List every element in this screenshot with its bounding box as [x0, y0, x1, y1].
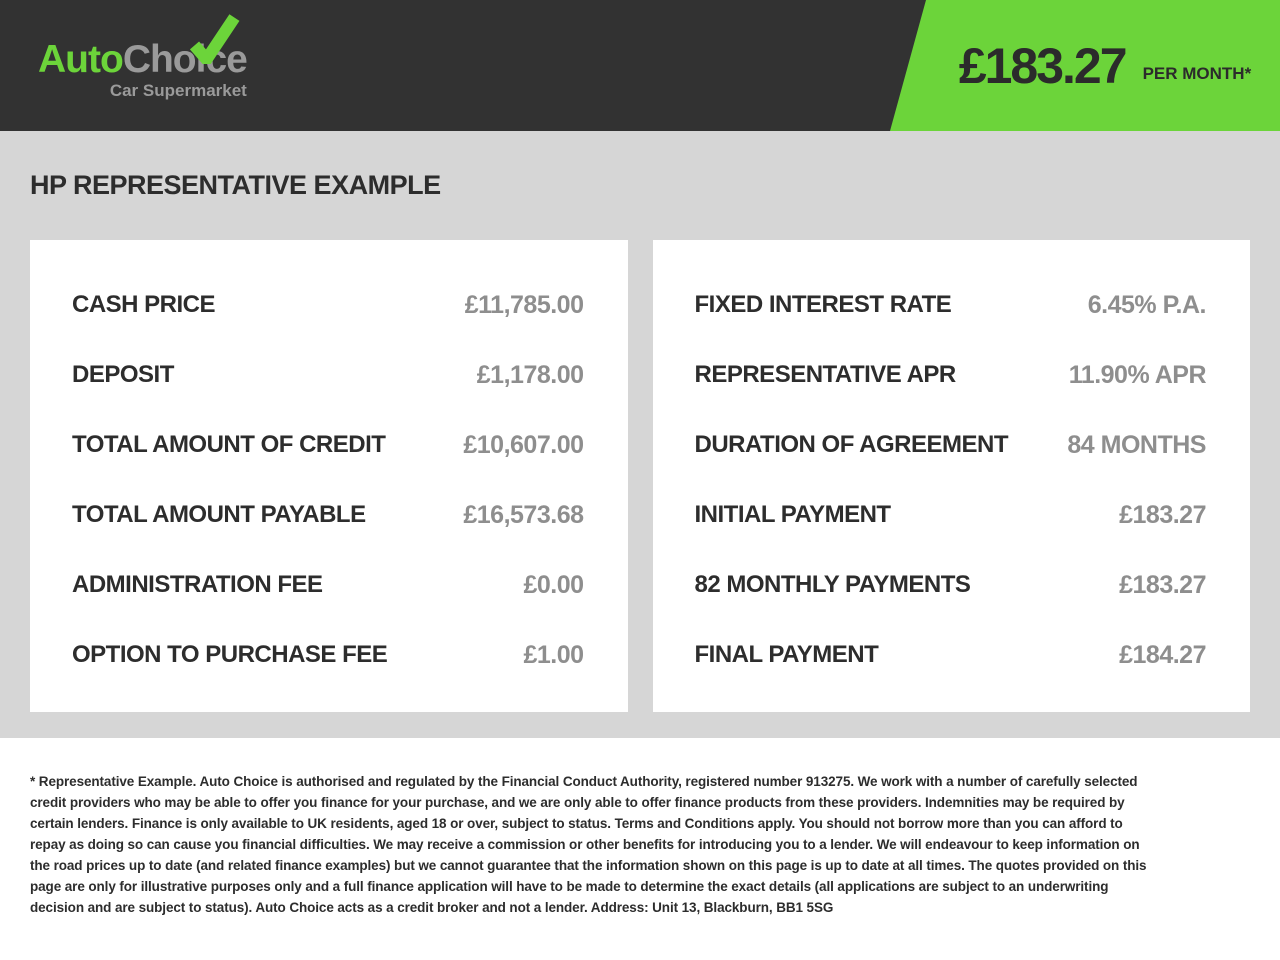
finance-row: INITIAL PAYMENT £183.27 [695, 480, 1207, 550]
finance-value: £10,607.00 [463, 430, 584, 459]
finance-value: £183.27 [1119, 570, 1206, 599]
finance-value: £184.27 [1119, 640, 1206, 669]
site-header: AutoChoice Car Supermarket £183.27 PER M… [0, 0, 1280, 131]
finance-value: 6.45% P.A. [1087, 290, 1207, 319]
finance-value: £16,573.68 [463, 500, 584, 529]
finance-label: REPRESENTATIVE APR [694, 361, 957, 388]
finance-row: CASH PRICE £11,785.00 [72, 270, 584, 340]
finance-card-right: FIXED INTEREST RATE 6.45% P.A. REPRESENT… [652, 240, 1250, 712]
finance-value: £1.00 [523, 640, 584, 669]
finance-label: TOTAL AMOUNT PAYABLE [72, 501, 366, 528]
finance-value: £11,785.00 [464, 290, 584, 319]
finance-value: £183.27 [1119, 500, 1206, 529]
logo-wordmark: AutoChoice [38, 38, 248, 81]
disclaimer-text: * Representative Example. Auto Choice is… [30, 774, 1147, 915]
finance-row: TOTAL AMOUNT OF CREDIT £10,607.00 [72, 410, 584, 480]
monthly-price-period: PER MONTH* [1142, 63, 1252, 83]
finance-label: OPTION TO PURCHASE FEE [72, 641, 388, 668]
finance-label: DEPOSIT [72, 361, 174, 388]
autochoice-logo: AutoChoice Car Supermarket [38, 14, 248, 100]
main-content: HP REPRESENTATIVE EXAMPLE CASH PRICE £11… [0, 169, 1280, 712]
monthly-price-banner: £183.27 PER MONTH* [890, 0, 1280, 131]
finance-label: INITIAL PAYMENT [694, 501, 892, 528]
finance-value: £0.00 [523, 570, 584, 599]
finance-label: 82 MONTHLY PAYMENTS [694, 571, 971, 598]
finance-card-left: CASH PRICE £11,785.00 DEPOSIT £1,178.00 … [30, 240, 628, 712]
finance-row: DEPOSIT £1,178.00 [72, 340, 584, 410]
page-title: HP REPRESENTATIVE EXAMPLE [30, 170, 441, 200]
legal-footer: * Representative Example. Auto Choice is… [0, 738, 1280, 960]
logo-part-choice: Choice [122, 38, 248, 81]
finance-cards: CASH PRICE £11,785.00 DEPOSIT £1,178.00 … [30, 240, 1250, 712]
finance-value: 84 MONTHS [1067, 430, 1206, 459]
logo-tagline: Car Supermarket [109, 81, 247, 100]
monthly-price-amount: £183.27 [958, 37, 1128, 94]
finance-row: OPTION TO PURCHASE FEE £1.00 [72, 620, 584, 690]
finance-row: 82 MONTHLY PAYMENTS £183.27 [695, 550, 1207, 620]
finance-row: ADMINISTRATION FEE £0.00 [72, 550, 584, 620]
finance-value: £1,178.00 [476, 360, 584, 389]
finance-row: DURATION OF AGREEMENT 84 MONTHS [695, 410, 1207, 480]
finance-label: FINAL PAYMENT [694, 641, 879, 668]
finance-label: DURATION OF AGREEMENT [694, 431, 1009, 458]
logo-part-auto: Auto [38, 38, 124, 81]
finance-value: 11.90% APR [1068, 360, 1207, 389]
finance-row: FINAL PAYMENT £184.27 [695, 620, 1207, 690]
finance-label: CASH PRICE [72, 291, 216, 318]
finance-label: FIXED INTEREST RATE [694, 291, 952, 318]
check-icon [189, 14, 240, 64]
finance-row: TOTAL AMOUNT PAYABLE £16,573.68 [72, 480, 584, 550]
finance-label: TOTAL AMOUNT OF CREDIT [72, 431, 386, 458]
finance-label: ADMINISTRATION FEE [72, 571, 323, 598]
finance-row: REPRESENTATIVE APR 11.90% APR [695, 340, 1207, 410]
finance-row: FIXED INTEREST RATE 6.45% P.A. [695, 270, 1207, 340]
